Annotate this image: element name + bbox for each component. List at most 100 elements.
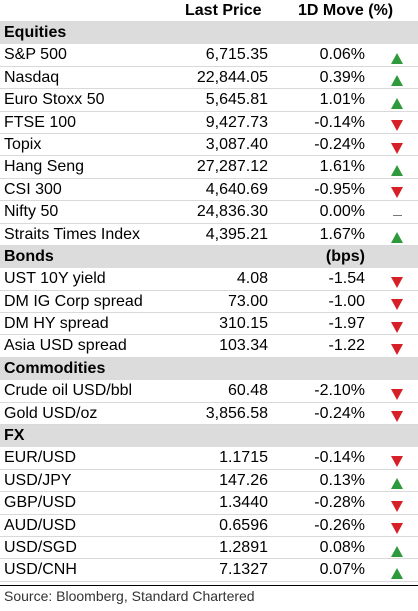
daily-move: -0.24% — [314, 404, 365, 422]
table-row: EUR/USD 1.1715 -0.14% — [0, 447, 418, 470]
direction-indicator — [387, 44, 407, 66]
section-header: FX — [0, 425, 418, 448]
daily-move: 0.39% — [319, 68, 365, 86]
direction-indicator — [387, 313, 407, 335]
instrument-name: USD/CNH — [4, 561, 77, 579]
daily-move: -0.95% — [314, 180, 365, 198]
last-price-header: Last Price — [185, 2, 262, 19]
table-row: Crude oil USD/bbl 60.48 -2.10% — [0, 380, 418, 403]
section-title: Bonds — [4, 247, 54, 265]
table-row: USD/JPY 147.26 0.13% — [0, 470, 418, 493]
instrument-name: Topix — [4, 135, 42, 153]
section-title: FX — [4, 427, 25, 445]
section-title: Equities — [4, 24, 67, 41]
instrument-name: AUD/USD — [4, 516, 77, 534]
up-arrow-icon — [391, 545, 403, 557]
daily-move: -0.14% — [314, 113, 365, 131]
direction-indicator — [387, 380, 407, 402]
daily-move: -0.24% — [314, 135, 365, 153]
daily-move: 1.61% — [319, 158, 365, 176]
table-row: Hang Seng 27,287.12 1.61% — [0, 156, 418, 179]
down-arrow-icon — [391, 455, 403, 467]
last-price: 310.15 — [219, 315, 268, 333]
table-row: Nasdaq 22,844.05 0.39% — [0, 67, 418, 90]
direction-indicator — [387, 559, 407, 581]
instrument-name: Nifty 50 — [4, 203, 59, 221]
daily-move: -1.97 — [328, 315, 365, 333]
table-row: FTSE 100 9,427.73 -0.14% — [0, 112, 418, 134]
last-price: 1.2891 — [219, 538, 268, 556]
instrument-name: DM HY spread — [4, 315, 109, 333]
instrument-name: DM IG Corp spread — [4, 292, 143, 310]
last-price: 73.00 — [227, 292, 268, 310]
last-price: 3,856.58 — [205, 404, 268, 422]
up-arrow-icon — [391, 232, 403, 244]
instrument-name: Straits Times Index — [4, 225, 141, 243]
last-price: 22,844.05 — [196, 68, 268, 86]
last-price: 4.08 — [236, 270, 268, 288]
direction-indicator — [387, 515, 407, 537]
last-price: 27,287.12 — [196, 158, 268, 176]
last-price: 60.48 — [227, 382, 268, 400]
direction-indicator — [387, 67, 407, 89]
instrument-name: Hang Seng — [4, 158, 85, 176]
direction-indicator — [387, 291, 407, 313]
daily-move: 1.67% — [319, 225, 365, 243]
down-arrow-icon — [391, 321, 403, 333]
direction-indicator — [387, 112, 407, 134]
table-row: DM IG Corp spread 73.00 -1.00 — [0, 291, 418, 314]
move-header: 1D Move (%) — [298, 2, 394, 19]
last-price: 4,640.69 — [205, 180, 268, 198]
daily-move: 0.08% — [319, 538, 365, 556]
market-table: Last Price 1D Move (%) Equities S&P 500 6,… — [0, 2, 418, 582]
direction-indicator — [387, 179, 407, 201]
table-row: Topix 3,087.40 -0.24% — [0, 134, 418, 157]
down-arrow-icon — [391, 344, 403, 356]
direction-indicator — [387, 537, 407, 559]
last-price: 4,395.21 — [205, 225, 268, 243]
table-row: Nifty 50 24,836.30 0.00% — [0, 201, 418, 224]
direction-indicator — [387, 470, 407, 492]
up-arrow-icon — [391, 478, 403, 490]
up-arrow-icon — [391, 75, 403, 87]
section-header: Bonds (bps) — [0, 245, 418, 269]
source-note: Source: Bloomberg, Standard Chartered — [4, 588, 255, 604]
up-arrow-icon — [391, 567, 403, 579]
direction-indicator — [387, 447, 407, 469]
daily-move: 0.06% — [319, 46, 365, 64]
instrument-name: CSI 300 — [4, 180, 62, 198]
direction-indicator — [387, 224, 407, 246]
down-arrow-icon — [391, 276, 403, 288]
table-row: DM HY spread 310.15 -1.97 — [0, 313, 418, 336]
instrument-name: USD/SGD — [4, 538, 77, 556]
direction-indicator — [387, 492, 407, 514]
instrument-name: Gold USD/oz — [4, 404, 98, 422]
direction-indicator — [387, 134, 407, 156]
instrument-name: Crude oil USD/bbl — [4, 382, 133, 400]
last-price: 147.26 — [219, 471, 268, 489]
table-row: USD/CNH 7.1327 0.07% — [0, 559, 418, 582]
table-row: USD/SGD 1.2891 0.08% — [0, 537, 418, 560]
direction-indicator — [387, 403, 407, 425]
down-arrow-icon — [391, 388, 403, 400]
last-price: 3,087.40 — [205, 135, 268, 153]
daily-move: -0.26% — [314, 516, 365, 534]
down-arrow-icon — [391, 523, 403, 535]
table-row: Gold USD/oz 3,856.58 -0.24% — [0, 403, 418, 426]
direction-indicator — [387, 268, 407, 290]
direction-indicator — [387, 89, 407, 111]
instrument-name: Nasdaq — [4, 68, 60, 86]
daily-move: -1.54 — [328, 270, 365, 288]
daily-move: -0.28% — [314, 494, 365, 512]
instrument-name: Asia USD spread — [4, 337, 127, 355]
down-arrow-icon — [391, 120, 403, 132]
table-row: GBP/USD 1.3440 -0.28% — [0, 492, 418, 515]
table-row: AUD/USD 0.6596 -0.26% — [0, 515, 418, 537]
instrument-name: Euro Stoxx 50 — [4, 91, 105, 109]
direction-indicator — [387, 335, 407, 357]
up-arrow-icon — [391, 97, 403, 109]
up-arrow-icon — [391, 52, 403, 64]
table-row: Euro Stoxx 50 5,645.81 1.01% — [0, 89, 418, 112]
last-price: 0.6596 — [219, 516, 268, 534]
daily-move: 1.01% — [319, 91, 365, 109]
